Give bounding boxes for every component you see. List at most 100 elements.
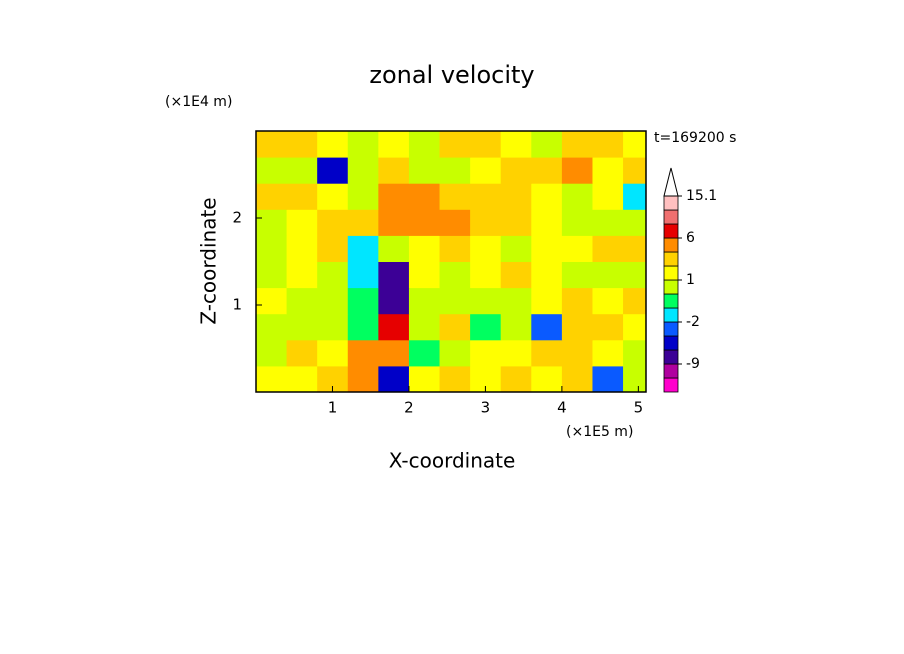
y-unit: (×1E4 m): [165, 94, 232, 110]
cell: [347, 157, 379, 184]
cell: [408, 209, 441, 236]
x-axis-title: X-coordinate: [389, 449, 516, 473]
colorbar-segment: [663, 307, 679, 323]
cell: [470, 183, 502, 210]
cell: [378, 235, 410, 262]
cell: [439, 131, 471, 158]
cell: [317, 339, 349, 367]
cell: [286, 131, 318, 158]
cell: [256, 235, 288, 262]
cell: [531, 157, 563, 184]
cell: [347, 365, 379, 393]
cell: [408, 261, 441, 289]
cell: [623, 339, 647, 367]
cell: [439, 183, 471, 210]
cell: [531, 235, 563, 262]
cell: [317, 131, 349, 158]
cell: [286, 209, 318, 236]
cell: [470, 131, 502, 158]
cell: [347, 209, 379, 236]
colorbar-label: 15.1: [686, 188, 717, 204]
colorbar-label: -2: [686, 314, 700, 330]
cell: [317, 183, 349, 210]
cell: [408, 157, 441, 184]
cell: [531, 183, 563, 210]
cell: [470, 235, 502, 262]
cell: [500, 157, 532, 184]
cell: [378, 365, 410, 393]
cell: [470, 261, 502, 289]
cell: [531, 339, 563, 367]
cell: [561, 183, 593, 210]
cell: [286, 235, 318, 262]
cell: [408, 235, 441, 262]
cell: [347, 261, 379, 289]
cell: [286, 183, 318, 210]
cell: [378, 313, 410, 341]
colorbar-segment: [663, 377, 679, 393]
cell: [317, 287, 349, 315]
cell: [317, 209, 349, 236]
cell: [256, 287, 288, 315]
cell: [439, 365, 471, 393]
cell: [561, 235, 593, 262]
cell: [592, 183, 624, 210]
colorbar-segment: [663, 195, 679, 211]
cell: [286, 339, 318, 367]
cell: [592, 157, 624, 184]
cell: [500, 183, 532, 210]
x-tick-label: 3: [481, 399, 491, 417]
cell: [408, 313, 441, 341]
colorbar-label: -9: [686, 356, 700, 372]
cell: [317, 261, 349, 289]
colorbar-label: 1: [686, 272, 695, 288]
cell: [286, 287, 318, 315]
cell: [592, 339, 624, 367]
cell: [256, 183, 288, 210]
cell: [623, 313, 647, 341]
cell: [500, 131, 532, 158]
cell: [408, 339, 441, 367]
cell: [592, 131, 624, 158]
cell: [531, 261, 563, 289]
cell: [470, 209, 502, 236]
y-tick-label: 1: [232, 296, 242, 314]
cell: [378, 183, 410, 210]
cell: [531, 287, 563, 315]
colorbar-segment: [663, 237, 679, 253]
cell: [623, 131, 647, 158]
cell: [561, 287, 593, 315]
x-tick-label: 4: [557, 399, 567, 417]
cell: [531, 365, 563, 393]
chart-title: zonal velocity: [369, 61, 534, 89]
cell: [500, 365, 532, 393]
cell: [256, 365, 288, 393]
cell: [347, 287, 379, 315]
cell: [408, 287, 441, 315]
cell: [317, 313, 349, 341]
cell: [531, 313, 563, 341]
cell: [256, 261, 288, 289]
colorbar-segment: [663, 223, 679, 239]
cell: [592, 365, 624, 393]
cell: [408, 131, 441, 158]
cell: [561, 365, 593, 393]
cell: [347, 313, 379, 341]
cell: [500, 235, 532, 262]
colorbar-segment: [663, 251, 679, 267]
cell: [592, 209, 624, 236]
cell: [378, 209, 410, 236]
cell: [561, 313, 593, 341]
cell: [286, 313, 318, 341]
cell: [623, 183, 647, 210]
colorbar-segment: [663, 363, 679, 379]
cell: [592, 235, 624, 262]
colorbar-extend: [663, 167, 679, 197]
colorbar-segment: [663, 279, 679, 295]
x-tick-label: 2: [404, 399, 414, 417]
cell: [500, 287, 532, 315]
cell: [470, 157, 502, 184]
cell: [623, 261, 647, 289]
cell: [256, 339, 288, 367]
